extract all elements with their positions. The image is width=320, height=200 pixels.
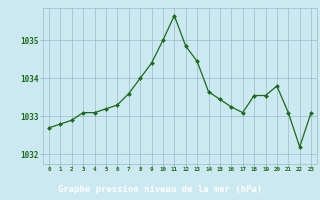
Text: Graphe pression niveau de la mer (hPa): Graphe pression niveau de la mer (hPa) [58, 185, 262, 194]
